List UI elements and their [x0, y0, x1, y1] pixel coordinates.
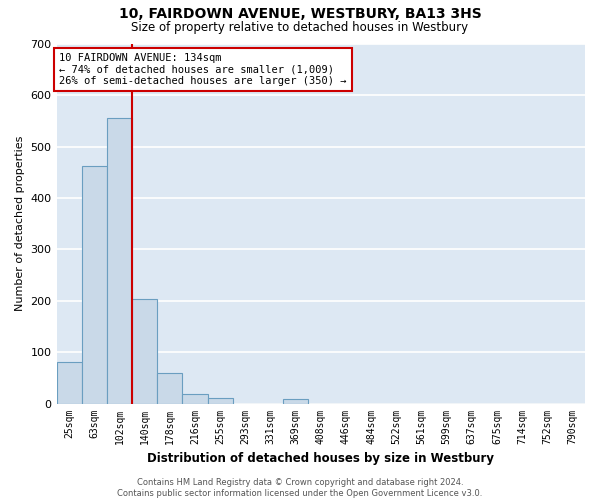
Y-axis label: Number of detached properties: Number of detached properties [15, 136, 25, 312]
Bar [107, 118, 132, 404]
Bar [157, 372, 182, 404]
Bar [132, 299, 157, 404]
Bar [283, 400, 308, 404]
Text: Size of property relative to detached houses in Westbury: Size of property relative to detached ho… [131, 21, 469, 34]
Text: 10, FAIRDOWN AVENUE, WESTBURY, BA13 3HS: 10, FAIRDOWN AVENUE, WESTBURY, BA13 3HS [119, 8, 481, 22]
Bar [182, 394, 208, 404]
X-axis label: Distribution of detached houses by size in Westbury: Distribution of detached houses by size … [147, 452, 494, 465]
Text: 10 FAIRDOWN AVENUE: 134sqm
← 74% of detached houses are smaller (1,009)
26% of s: 10 FAIRDOWN AVENUE: 134sqm ← 74% of deta… [59, 53, 347, 86]
Bar [208, 398, 233, 404]
Bar [82, 166, 107, 404]
Text: Contains HM Land Registry data © Crown copyright and database right 2024.
Contai: Contains HM Land Registry data © Crown c… [118, 478, 482, 498]
Bar [56, 362, 82, 404]
